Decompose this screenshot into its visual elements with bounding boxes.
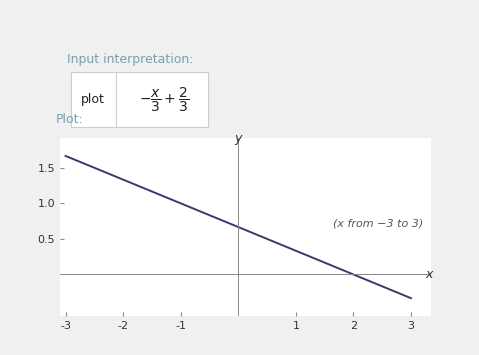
Text: Plot:: Plot: xyxy=(56,113,84,126)
Text: Input interpretation:: Input interpretation: xyxy=(67,53,194,66)
Text: y: y xyxy=(235,132,242,145)
Text: (x from −3 to 3): (x from −3 to 3) xyxy=(333,218,423,229)
Text: $-\dfrac{x}{3} + \dfrac{2}{3}$: $-\dfrac{x}{3} + \dfrac{2}{3}$ xyxy=(139,85,189,114)
Text: plot: plot xyxy=(81,93,105,106)
Text: x: x xyxy=(425,268,433,281)
FancyBboxPatch shape xyxy=(71,72,208,127)
